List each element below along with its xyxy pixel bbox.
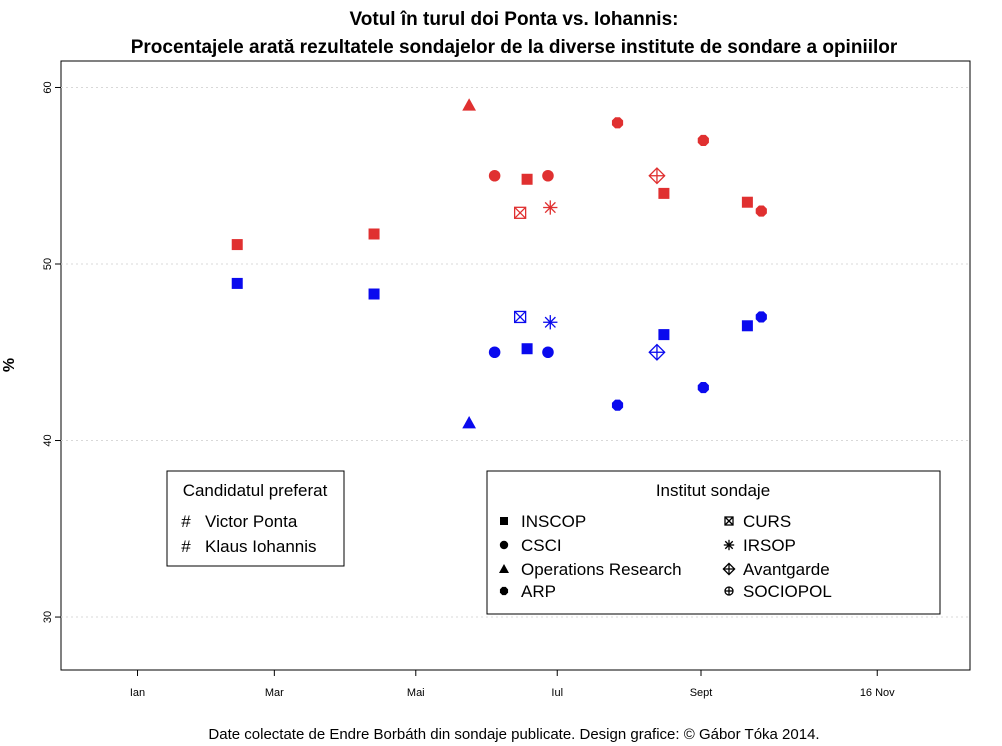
point-iohannis-1	[368, 288, 380, 300]
point-iohannis-3	[488, 346, 501, 359]
point-ponta-12	[741, 196, 753, 208]
y-axis: 30 40 50 60	[42, 81, 61, 623]
x-tick-label: Mar	[265, 687, 284, 699]
point-iohannis-12	[741, 320, 753, 332]
point-ponta-1	[368, 228, 380, 240]
y-tick-label-40: 40	[42, 434, 54, 446]
y-tick-label-50: 50	[42, 258, 54, 270]
point-ponta-6	[542, 169, 554, 182]
x-axis: Ian Mar Mai Iul Sept 16 Nov	[130, 670, 895, 699]
point-iohannis-5	[521, 343, 533, 355]
y-tick-label-30: 30	[42, 611, 54, 623]
legend-label-avantgarde: Avantgarde	[743, 560, 830, 579]
legend-label-inscop: INSCOP	[521, 512, 586, 531]
legend-symbol-irsop	[723, 539, 735, 551]
legend-symbol-inscop	[500, 517, 508, 525]
chart-caption: Date colectate de Endre Borbáth din sond…	[208, 726, 819, 743]
point-ponta-4	[513, 206, 527, 219]
point-ponta-11	[697, 134, 709, 147]
y-tick-label-60: 60	[42, 81, 54, 93]
data-points	[231, 98, 767, 429]
point-iohannis-6	[542, 346, 554, 359]
legend-label-irsop: IRSOP	[743, 536, 796, 555]
institutes-legend-title: Institut sondaje	[656, 481, 770, 500]
point-ponta-5	[521, 173, 533, 185]
point-ponta-9	[648, 167, 666, 185]
point-iohannis-4	[513, 310, 527, 324]
x-tick-label: Ian	[130, 687, 145, 699]
point-ponta-13	[755, 205, 767, 217]
point-iohannis-11	[697, 381, 709, 394]
point-iohannis-10	[658, 329, 670, 341]
point-ponta-8	[611, 117, 624, 129]
plot-area	[60, 60, 971, 671]
legend-label-iohannis: Klaus Iohannis	[205, 537, 317, 556]
legend-symbol-avantgarde	[722, 562, 736, 576]
point-iohannis-2	[462, 415, 476, 429]
candidates-legend-title: Candidatul preferat	[183, 481, 328, 500]
point-iohannis-8	[611, 399, 624, 411]
point-iohannis-9	[648, 343, 666, 361]
x-tick-label: Sept	[690, 687, 713, 699]
legend-glyph-iohannis: #	[181, 537, 191, 556]
chart-subtitle: Procentajele arată rezultatele sondajelo…	[131, 37, 898, 58]
legend-label-arp: ARP	[521, 582, 556, 601]
institutes-legend-box	[486, 470, 941, 615]
x-tick-label: 16 Nov	[860, 687, 895, 699]
point-ponta-10	[658, 187, 670, 199]
institutes-legend: Institut sondaje INSCOP CSCI Operations …	[486, 470, 941, 615]
legend-label-csci: CSCI	[521, 536, 562, 555]
legend-label-ponta: Victor Ponta	[205, 512, 298, 531]
x-tick-label: Mai	[407, 687, 425, 699]
y-axis-label: %	[1, 358, 18, 372]
legend-symbol-csci	[499, 540, 509, 550]
point-ponta-2	[462, 98, 476, 111]
point-iohannis-13	[755, 311, 767, 323]
candidates-legend: Candidatul preferat # Victor Ponta # Kla…	[166, 470, 345, 567]
x-tick-label: Iul	[551, 687, 563, 699]
point-iohannis-7	[543, 315, 558, 330]
legend-symbol-operations-research	[499, 564, 509, 573]
legend-symbol-sociopol	[724, 586, 734, 596]
point-iohannis-0	[231, 277, 243, 289]
legend-glyph-ponta: #	[181, 512, 191, 531]
legend-label-curs: CURS	[743, 512, 791, 531]
legend-label-sociopol: SOCIOPOL	[743, 582, 832, 601]
chart-title: Votul în turul doi Ponta vs. Iohannis:	[350, 9, 679, 30]
candidates-legend-box	[166, 470, 345, 567]
point-ponta-7	[543, 200, 558, 215]
point-ponta-0	[231, 239, 243, 251]
point-ponta-3	[488, 169, 501, 182]
legend-symbol-curs	[724, 516, 734, 526]
legend-label-operations-research: Operations Research	[521, 560, 682, 579]
legend-symbol-arp	[499, 586, 509, 596]
grid-lines	[61, 86, 970, 618]
